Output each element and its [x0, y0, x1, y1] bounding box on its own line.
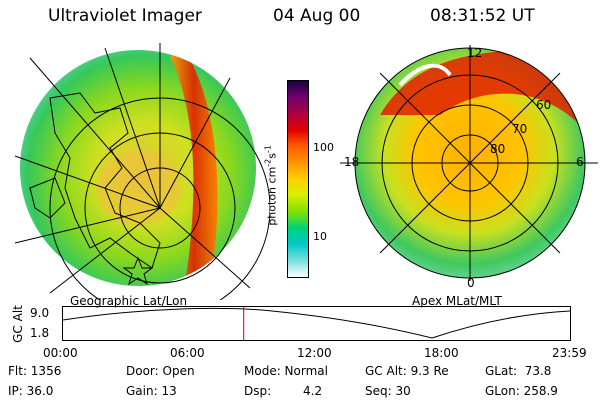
time-tick-2359: 23:59	[552, 346, 587, 360]
colorbar-unit-label: photon cm-2s-1	[264, 135, 279, 235]
auroral-oval-band	[170, 56, 218, 283]
dsp-value: 4.2	[303, 384, 323, 398]
ip-value: IP: 36.0	[8, 384, 54, 398]
mlat-label-70: 70	[512, 122, 527, 136]
observation-time: 08:31:52 UT	[430, 6, 535, 26]
polar-grid	[340, 45, 598, 281]
altitude-curve	[62, 307, 571, 339]
altitude-plot-frame	[62, 306, 571, 341]
unit-mid: s	[265, 152, 279, 159]
observation-date: 04 Aug 00	[273, 6, 361, 26]
limb-edge	[398, 63, 452, 87]
station-star-icon	[122, 256, 154, 286]
gc-altitude: GC Alt: 9.3 Re	[365, 364, 449, 378]
colorbar	[287, 80, 309, 278]
dsp-label: Dsp:	[244, 384, 272, 398]
polar-mlat-mlt-image: 12 18 6 0 60 70 80	[340, 45, 598, 290]
unit-prefix: photon cm	[265, 166, 279, 226]
gain-value: Gain: 13	[126, 384, 177, 398]
polar-boundary	[354, 47, 586, 279]
colorbar-gradient	[288, 81, 308, 277]
time-tick-1200: 12:00	[297, 346, 332, 360]
geographic-longitude: GLon: 258.9	[485, 384, 558, 398]
mlat-label-80: 80	[490, 142, 505, 156]
time-tick-0600: 06:00	[170, 346, 205, 360]
unit-exp1: -2	[263, 158, 273, 167]
colorbar-tick-10: 10	[313, 230, 327, 243]
coastline-outline-2	[29, 177, 66, 219]
instrument-title: Ultraviolet Imager	[48, 6, 202, 26]
flight-number: Flt: 1356	[8, 364, 62, 378]
geographic-grid	[14, 43, 270, 300]
mlt-label-18: 18	[344, 155, 359, 169]
geographic-latitude: GLat: 73.8	[485, 364, 552, 378]
geographic-auroral-image	[14, 43, 270, 300]
time-tick-0000: 00:00	[43, 346, 78, 360]
gc-alt-axis-label: GC Alt	[11, 305, 25, 343]
coastline-outline	[49, 92, 161, 269]
unit-exp2: -1	[263, 145, 273, 153]
mode-status: Mode: Normal	[244, 364, 328, 378]
sequence-number: Seq: 30	[365, 384, 411, 398]
alt-tick-bottom: 1.8	[30, 326, 50, 340]
time-tick-1800: 18:00	[424, 346, 459, 360]
colorbar-tick-100: 100	[313, 141, 334, 154]
mlat-label-60: 60	[536, 98, 551, 112]
geographic-caption: Geographic Lat/Lon	[70, 294, 188, 308]
alt-tick-top: 9.0	[30, 306, 50, 320]
dayside-aurora-arc	[380, 50, 580, 125]
mlt-label-0: 0	[467, 276, 475, 290]
mlt-label-6: 6	[576, 155, 584, 169]
apex-caption: Apex MLat/MLT	[412, 294, 502, 308]
altitude-plot	[62, 306, 571, 341]
door-status: Door: Open	[126, 364, 195, 378]
mlt-label-12: 12	[467, 46, 482, 60]
